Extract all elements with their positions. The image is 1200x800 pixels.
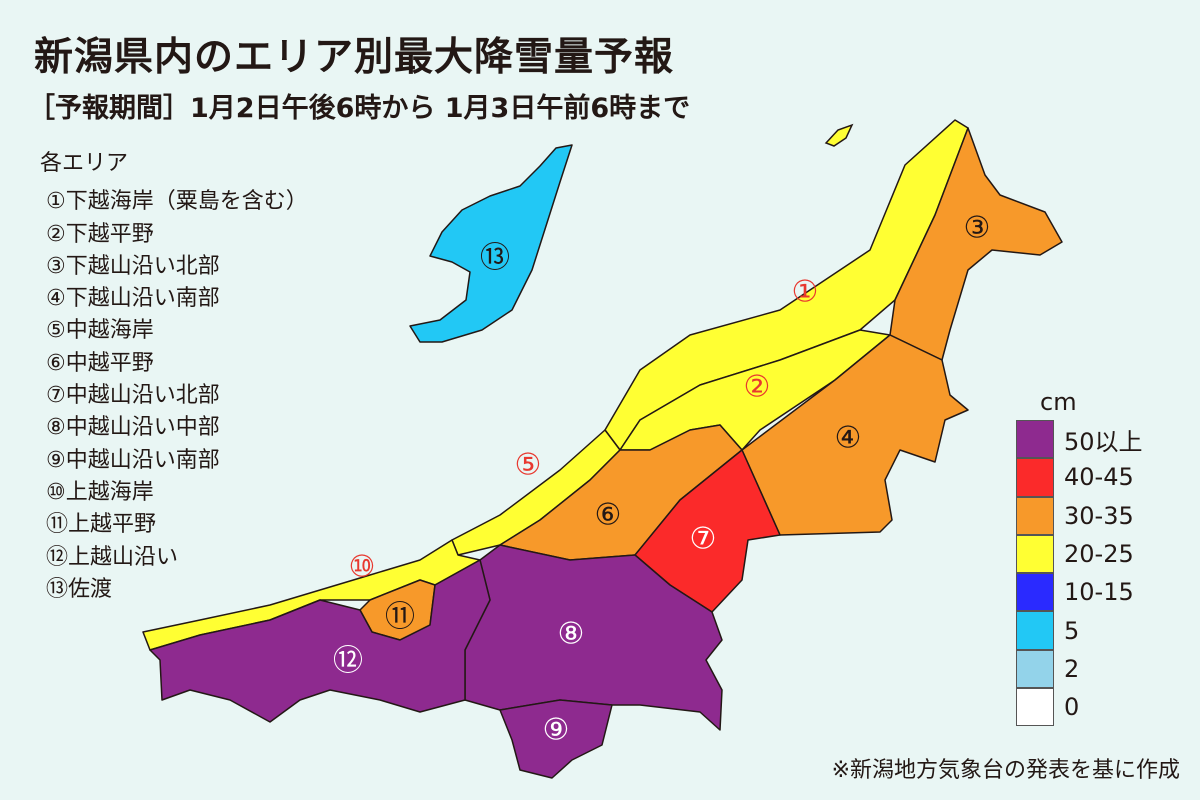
- area-list-item: ⑨中越山沿い南部: [46, 447, 220, 473]
- area-list-item: ⑥中越平野: [46, 350, 154, 376]
- region-13: [409, 144, 573, 343]
- area-list-item: ⑤中越海岸: [46, 318, 154, 344]
- awashima-island: [824, 123, 854, 147]
- legend-swatch: [1016, 688, 1054, 727]
- legend-swatch: [1016, 496, 1054, 535]
- region-label-12: ⑫: [333, 644, 363, 679]
- region-label-10: ⑩: [349, 550, 376, 585]
- legend-label: 2: [1064, 654, 1080, 683]
- legend-item: 10-15: [1016, 573, 1143, 612]
- legend-item: 30-35: [1016, 496, 1143, 535]
- area-list-item: ⑫上越山沿い: [46, 544, 179, 570]
- area-list-item: ③下越山沿い北部: [46, 253, 220, 279]
- legend-label: 20-25: [1064, 540, 1134, 569]
- legend: cm 50以上 40-45 30-35 20-25 10-15 5 2 0: [1016, 388, 1143, 727]
- region-12: [149, 559, 491, 723]
- legend-label: 10-15: [1064, 578, 1134, 607]
- legend-item: 50以上: [1016, 420, 1143, 459]
- legend-swatch: [1016, 458, 1054, 497]
- region-label-11: ⑪: [385, 600, 415, 635]
- area-list: 各エリア ①下越海岸（粟島を含む） ②下越平野 ③下越山沿い北部 ④下越山沿い南…: [40, 148, 308, 606]
- legend-label: 0: [1064, 693, 1080, 722]
- region-label-6: ⑥: [595, 498, 622, 533]
- legend-item: 0: [1016, 688, 1143, 727]
- region-label-1: ①: [792, 275, 819, 310]
- region-9: [499, 699, 613, 779]
- map-title: 新潟県内のエリア別最大降雪量予報: [34, 35, 675, 80]
- region-label-5: ⑤: [515, 448, 542, 483]
- legend-swatch: [1016, 573, 1054, 612]
- region-label-3: ③: [964, 211, 991, 246]
- region-label-13: ⑬: [480, 241, 510, 276]
- legend-item: 20-25: [1016, 534, 1143, 574]
- region-label-8: ⑧: [558, 617, 585, 652]
- legend-item: 2: [1016, 649, 1143, 689]
- region-label-2: ②: [744, 370, 771, 405]
- region-label-7: ⑦: [690, 522, 717, 557]
- region-label-9: ⑨: [543, 713, 570, 748]
- legend-swatch: [1016, 420, 1054, 459]
- area-list-item: ①下越海岸（粟島を含む）: [46, 189, 308, 215]
- legend-swatch: [1016, 649, 1054, 689]
- area-list-item: ⑬佐渡: [46, 576, 113, 602]
- forecast-period: ［予報期間］1月2日午後6時から 1月3日午前6時まで: [28, 93, 691, 124]
- area-list-item: ⑦中越山沿い北部: [46, 383, 220, 409]
- area-list-item: ④下越山沿い南部: [46, 286, 220, 312]
- legend-swatch: [1016, 534, 1054, 574]
- legend-swatch: [1016, 611, 1054, 650]
- legend-label: 30-35: [1064, 501, 1134, 530]
- region-label-4: ④: [835, 421, 862, 456]
- area-list-heading: 各エリア: [40, 151, 129, 176]
- area-list-item: ②下越平野: [46, 221, 154, 247]
- legend-label: 40-45: [1064, 463, 1134, 492]
- legend-label: 5: [1064, 616, 1080, 645]
- area-list-item: ⑧中越山沿い中部: [46, 415, 220, 441]
- area-list-item: ⑩上越海岸: [46, 479, 154, 505]
- legend-item: 5: [1016, 611, 1143, 650]
- region-3: [889, 127, 1063, 361]
- source-note: ※新潟地方気象台の発表を基に作成: [831, 758, 1180, 783]
- legend-unit: cm: [1040, 388, 1077, 416]
- legend-label: 50以上: [1064, 427, 1143, 456]
- legend-item: 40-45: [1016, 458, 1143, 497]
- area-list-item: ⑪上越平野: [46, 512, 157, 538]
